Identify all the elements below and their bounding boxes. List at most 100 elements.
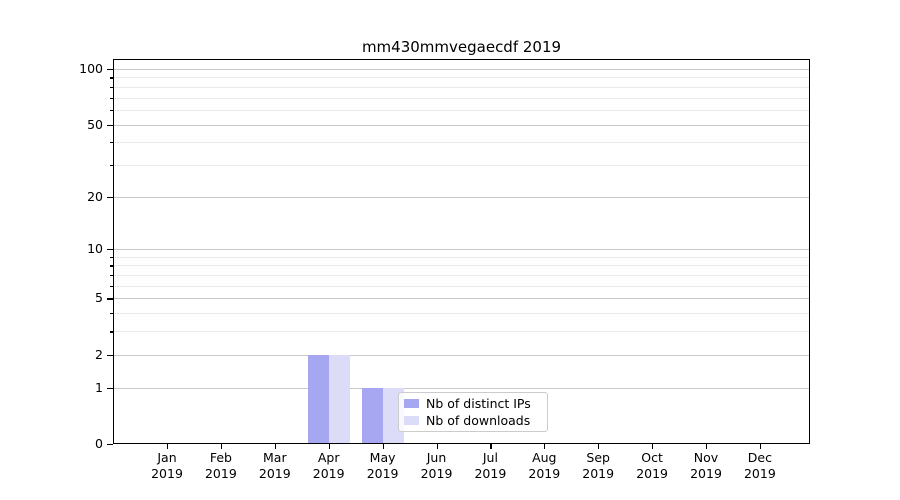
- y-minor-tick-4: [110, 313, 113, 315]
- x-tick-label-month-apr: Apr: [317, 450, 340, 465]
- gridline-minor-9: [114, 256, 809, 258]
- y-tick-label-100: 100: [79, 61, 103, 76]
- gridline-minor-4: [114, 313, 809, 315]
- x-tick-jul: [490, 444, 492, 449]
- x-tick-label-may: May 2019: [353, 450, 413, 481]
- x-tick-label-month-sep: Sep: [586, 450, 610, 465]
- y-tick-label-5: 5: [95, 290, 103, 306]
- x-tick-label-month-may: May: [369, 450, 396, 465]
- y-major-tick-1: [107, 387, 113, 389]
- x-tick-label-feb: Feb 2019: [191, 450, 251, 481]
- y-major-tick-2: [107, 354, 113, 356]
- chart-title: mm430mmvegaecdf 2019: [361, 38, 562, 56]
- x-tick-label-year-sep: 2019: [582, 465, 615, 481]
- x-tick-label-year-jan: 2019: [151, 465, 183, 481]
- bar-distinct-ips-may: [361, 387, 383, 443]
- x-tick-label-month-oct: Oct: [641, 450, 663, 465]
- x-tick-mar: [274, 444, 276, 449]
- y-minor-tick-80: [110, 86, 113, 89]
- x-tick-label-month-aug: Aug: [532, 450, 557, 465]
- x-tick-label-month-jun: Jun: [426, 450, 447, 465]
- x-tick-aug: [544, 444, 546, 449]
- y-major-tick-20: [107, 196, 113, 198]
- legend: Nb of distinct IPs Nb of downloads: [398, 392, 548, 432]
- y-minor-tick-40: [110, 142, 113, 144]
- y-minor-tick-9: [110, 256, 113, 259]
- x-tick-label-mar: Mar 2019: [245, 450, 305, 481]
- y-tick-label-50: 50: [87, 116, 103, 132]
- x-tick-label-year-aug: 2019: [528, 465, 561, 481]
- gridline-minor-60: [114, 109, 809, 111]
- x-tick-apr: [328, 444, 330, 449]
- x-tick-label-year-feb: 2019: [204, 465, 237, 481]
- x-tick-label-year-oct: 2019: [636, 465, 668, 481]
- gridline-minor-30: [114, 164, 809, 166]
- plot-border: [113, 59, 810, 444]
- x-tick-label-jun: Jun 2019: [407, 450, 467, 481]
- x-tick-label-month-jul: Jul: [482, 450, 498, 465]
- gridline-minor-70: [114, 97, 809, 99]
- x-tick-feb: [220, 444, 223, 449]
- x-tick-label-dec: Dec 2019: [730, 450, 790, 481]
- gridline-minor-8: [114, 265, 809, 267]
- x-tick-label-year-apr: 2019: [312, 465, 345, 481]
- bar-downloads-apr: [328, 354, 350, 443]
- gridline-minor-90: [114, 77, 809, 79]
- x-tick-label-aug: Aug 2019: [514, 450, 574, 481]
- x-tick-label-year-jul: 2019: [474, 465, 507, 481]
- x-tick-label-nov: Nov 2019: [676, 450, 736, 481]
- x-tick-oct: [652, 444, 654, 449]
- downloads-swatch-icon: [404, 415, 419, 425]
- x-tick-label-month-mar: Mar: [263, 450, 287, 465]
- gridline-major-2: [114, 354, 809, 356]
- x-tick-label-sep: Sep 2019: [568, 450, 628, 481]
- legend-label-downloads: Nb of downloads: [426, 412, 531, 428]
- x-tick-label-year-nov: 2019: [690, 465, 722, 481]
- legend-label-distinct-ips: Nb of distinct IPs: [426, 396, 531, 412]
- x-tick-label-year-mar: 2019: [258, 465, 291, 481]
- y-minor-tick-60: [110, 109, 113, 112]
- x-tick-label-month-dec: Dec: [747, 450, 772, 465]
- x-tick-label-year-jun: 2019: [420, 465, 453, 481]
- y-minor-tick-90: [110, 77, 113, 79]
- legend-item-downloads: Nb of downloads: [404, 412, 542, 428]
- y-tick-label-10: 10: [87, 241, 103, 257]
- y-major-tick-10: [107, 249, 113, 251]
- y-minor-tick-70: [110, 97, 113, 99]
- distinct-ips-swatch-icon: [404, 399, 419, 409]
- x-tick-may: [382, 444, 384, 449]
- gridline-minor-3: [114, 331, 809, 333]
- gridline-major-1: [114, 387, 809, 389]
- x-tick-dec: [759, 444, 762, 449]
- gridline-minor-80: [114, 86, 809, 88]
- gridline-major-5: [114, 298, 809, 300]
- y-tick-label-0: 0: [95, 436, 103, 451]
- x-tick-jan: [167, 444, 169, 449]
- y-minor-tick-8: [110, 265, 113, 267]
- x-tick-label-apr: Apr 2019: [299, 450, 359, 481]
- bar-distinct-ips-apr: [307, 354, 329, 443]
- x-tick-label-month-feb: Feb: [209, 450, 232, 465]
- y-minor-tick-7: [110, 275, 113, 277]
- x-tick-sep: [598, 444, 600, 449]
- gridline-major-100: [114, 69, 809, 70]
- x-tick-label-oct: Oct 2019: [622, 450, 682, 481]
- y-minor-tick-6: [110, 285, 113, 288]
- gridline-minor-40: [114, 142, 809, 144]
- gridline-major-50: [114, 124, 809, 126]
- x-tick-label-month-nov: Nov: [693, 450, 719, 465]
- x-tick-label-year-dec: 2019: [743, 465, 776, 481]
- x-tick-label-jan: Jan 2019: [137, 450, 197, 481]
- x-tick-label-year-may: 2019: [366, 465, 399, 481]
- y-major-tick-0: [107, 444, 113, 446]
- x-tick-nov: [706, 444, 708, 449]
- x-tick-label-jul: Jul 2019: [460, 450, 520, 481]
- y-tick-label-2: 2: [95, 346, 103, 362]
- y-minor-tick-30: [110, 164, 113, 167]
- gridline-major-10: [114, 249, 809, 251]
- y-major-tick-100: [107, 69, 113, 71]
- y-minor-tick-3: [110, 331, 113, 333]
- y-tick-label-20: 20: [87, 188, 103, 204]
- x-tick-label-month-jan: Jan: [157, 450, 177, 465]
